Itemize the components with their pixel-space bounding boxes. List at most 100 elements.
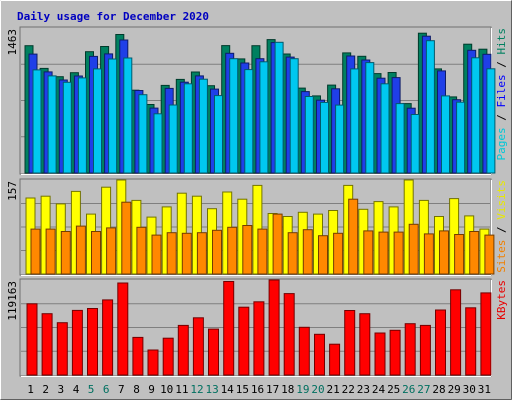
x-tick-label-29: 29	[448, 383, 461, 396]
x-tick-label-24: 24	[372, 383, 386, 396]
legend-part-1: /	[495, 220, 508, 240]
bar-pages-14	[229, 58, 239, 174]
panel-visits-sites: 157 Sites / Visits	[6, 178, 508, 276]
x-tick-label-16: 16	[251, 383, 264, 396]
bar-sites-30	[469, 231, 480, 275]
legend-part-4: Hits	[495, 28, 508, 55]
series-sites	[30, 198, 495, 275]
x-tick-label-1: 1	[27, 383, 34, 396]
panel-legend: Pages / Files / Hits	[495, 28, 508, 161]
x-tick-label-13: 13	[205, 383, 218, 396]
x-tick-label-26: 26	[402, 383, 415, 396]
bar-sites-25	[393, 231, 404, 275]
x-tick-label-17: 17	[266, 383, 279, 396]
bar-sites-22	[348, 198, 359, 275]
bar-sites-12	[196, 232, 207, 275]
bar-kbytes-28	[435, 309, 446, 376]
x-tick-label-30: 30	[463, 383, 476, 396]
bar-sites-11	[181, 232, 192, 275]
bar-kbytes-4	[71, 309, 83, 376]
bar-sites-23	[363, 230, 374, 275]
bar-sites-26	[408, 223, 419, 275]
x-tick-label-15: 15	[236, 383, 249, 396]
bar-kbytes-12	[192, 317, 204, 376]
bar-sites-15	[242, 225, 253, 275]
x-tick-label-31: 31	[478, 383, 491, 396]
bar-kbytes-27	[419, 324, 431, 376]
bar-pages-19	[304, 96, 314, 174]
bar-kbytes-15	[238, 306, 250, 376]
bar-sites-28	[439, 230, 449, 275]
bar-sites-9	[151, 234, 162, 275]
x-tick-label-22: 22	[342, 383, 355, 396]
x-tick-label-21: 21	[326, 383, 339, 396]
bar-pages-21	[335, 104, 345, 174]
bar-kbytes-2	[41, 313, 53, 376]
bar-pages-26	[410, 114, 420, 174]
bar-pages-10	[168, 104, 178, 174]
bar-kbytes-11	[177, 324, 189, 376]
bar-kbytes-22	[344, 310, 356, 376]
x-tick-label-12: 12	[190, 383, 203, 396]
series-pages	[32, 40, 496, 174]
bar-pages-20	[320, 101, 329, 174]
bar-kbytes-26	[404, 323, 416, 376]
bar-sites-16	[257, 228, 268, 275]
bar-pages-6	[108, 58, 118, 174]
bar-kbytes-21	[329, 343, 341, 376]
series-kbytes	[26, 279, 492, 376]
legend-part-3: /	[495, 55, 508, 75]
bar-kbytes-16	[253, 301, 265, 376]
bar-sites-13	[212, 229, 222, 275]
bar-pages-16	[259, 61, 269, 174]
bar-kbytes-13	[208, 328, 219, 376]
bar-pages-8	[138, 94, 148, 174]
bar-sites-29	[454, 234, 465, 275]
bar-sites-8	[136, 226, 147, 275]
bar-kbytes-19	[298, 326, 310, 376]
bar-pages-22	[350, 68, 360, 174]
bar-kbytes-5	[87, 308, 98, 376]
bar-pages-31	[486, 68, 496, 174]
bar-pages-7	[123, 57, 133, 174]
bar-sites-27	[423, 233, 434, 275]
x-tick-label-14: 14	[221, 383, 235, 396]
x-tick-label-23: 23	[357, 383, 370, 396]
bar-kbytes-7	[117, 282, 129, 376]
x-tick-label-10: 10	[160, 383, 173, 396]
panel-ymax-label: 157	[6, 181, 19, 201]
x-tick-label-8: 8	[133, 383, 140, 396]
bar-sites-10	[166, 232, 177, 275]
x-tick-label-2: 2	[42, 383, 49, 396]
bar-pages-18	[289, 58, 299, 174]
x-tick-label-7: 7	[118, 383, 125, 396]
bar-kbytes-1	[26, 303, 38, 376]
x-tick-label-18: 18	[281, 383, 294, 396]
x-tick-label-20: 20	[311, 383, 324, 396]
bar-pages-30	[471, 57, 481, 174]
panel-hits-files-pages: 1463 Pages / Files / Hits	[6, 26, 508, 175]
bar-kbytes-8	[132, 336, 144, 376]
bar-pages-4	[77, 77, 87, 174]
panel-legend: KBytes	[495, 280, 508, 320]
legend-part-2: Files	[495, 74, 508, 107]
bar-sites-19	[302, 229, 313, 275]
legend-part-0: Pages	[495, 127, 508, 160]
bar-sites-24	[378, 231, 389, 275]
bar-pages-28	[441, 95, 450, 174]
panel-legend: Sites / Visits	[495, 180, 508, 273]
x-tick-label-19: 19	[296, 383, 309, 396]
legend-part-0: KBytes	[495, 280, 508, 320]
x-tick-label-3: 3	[57, 383, 64, 396]
bar-pages-17	[274, 41, 284, 174]
bar-pages-23	[365, 62, 375, 174]
bar-pages-11	[183, 83, 193, 174]
bar-sites-5	[91, 231, 101, 275]
bar-pages-1	[32, 69, 42, 174]
x-tick-label-5: 5	[88, 383, 95, 396]
bar-kbytes-23	[359, 313, 371, 376]
bar-pages-9	[153, 113, 163, 174]
bar-sites-4	[75, 225, 86, 275]
x-tick-label-25: 25	[387, 383, 400, 396]
